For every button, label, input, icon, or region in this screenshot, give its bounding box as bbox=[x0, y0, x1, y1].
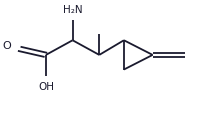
Text: O: O bbox=[2, 41, 11, 51]
Text: OH: OH bbox=[38, 82, 54, 92]
Text: H₂N: H₂N bbox=[63, 5, 82, 15]
